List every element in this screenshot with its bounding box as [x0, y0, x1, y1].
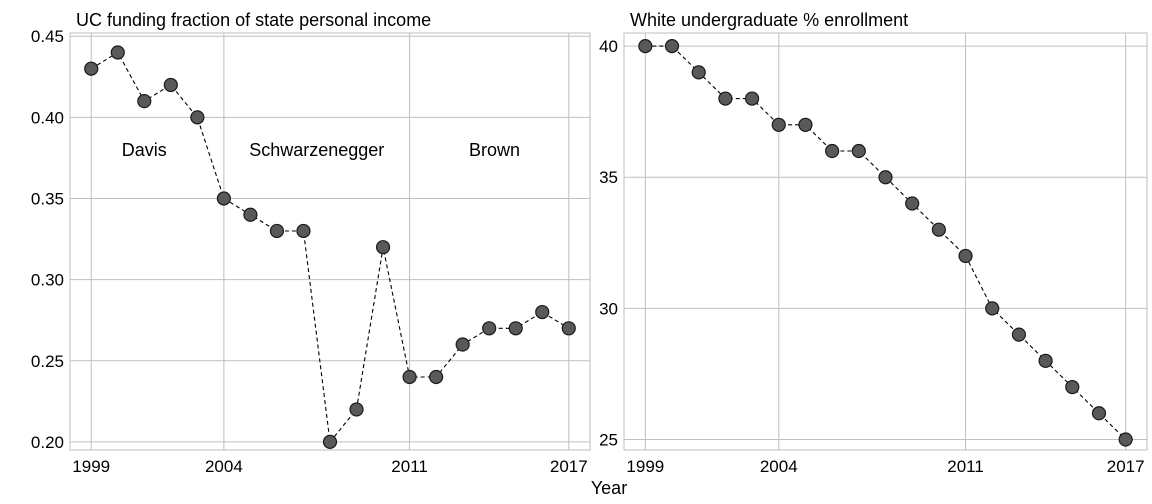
- x-tick-label: 2004: [205, 457, 243, 476]
- data-point: [691, 65, 706, 80]
- data-point: [269, 223, 285, 239]
- data-point: [243, 207, 258, 222]
- data-point: [718, 91, 733, 106]
- data-point: [1011, 327, 1027, 342]
- data-point: [958, 248, 973, 264]
- data-point: [375, 240, 391, 255]
- data-point: [744, 91, 760, 106]
- y-tick-label: 25: [599, 431, 618, 450]
- data-point: [664, 39, 680, 54]
- x-tick-label: 2017: [1107, 457, 1145, 476]
- data-point: [482, 321, 497, 336]
- annotation-label: Davis: [122, 140, 167, 160]
- data-point: [190, 110, 205, 125]
- data-point: [905, 196, 920, 211]
- y-tick-label: 40: [599, 37, 618, 56]
- data-point: [771, 117, 786, 132]
- x-axis-title: Year: [591, 478, 627, 498]
- series-line: [645, 45, 1127, 440]
- data-point: [985, 301, 1000, 316]
- panel-white-enrollment: White undergraduate % enrollment 25 30 35 40…: [599, 10, 1148, 476]
- y-tick-label: 0.40: [31, 108, 64, 127]
- y-tick-label: 0.25: [31, 352, 64, 371]
- data-point: [216, 191, 231, 206]
- plot-frame: [69, 32, 591, 451]
- data-point: [878, 170, 893, 185]
- data-point: [349, 402, 364, 417]
- data-point: [402, 369, 417, 385]
- panel-title: White undergraduate % enrollment: [630, 10, 908, 30]
- data-point: [1118, 432, 1133, 447]
- data-point: [110, 45, 125, 60]
- y-tick-label: 30: [599, 299, 618, 318]
- data-point: [561, 321, 576, 336]
- data-point: [851, 143, 866, 159]
- y-tick-label: 35: [599, 168, 618, 187]
- x-tick-label: 1999: [72, 457, 110, 476]
- data-point: [798, 117, 813, 132]
- data-point: [455, 337, 470, 352]
- series-line: [90, 51, 570, 444]
- y-tick-label: 0.30: [31, 271, 64, 290]
- data-point: [137, 94, 152, 109]
- y-tick-label: 0.35: [31, 190, 64, 209]
- data-point: [931, 222, 946, 237]
- panel-title: UC funding fraction of state personal in…: [76, 10, 431, 30]
- data-point: [163, 77, 178, 93]
- data-point: [1038, 353, 1053, 368]
- annotation-label: Brown: [469, 140, 520, 160]
- data-point: [1091, 406, 1107, 421]
- x-tick-label: 2004: [760, 457, 798, 476]
- data-point: [322, 434, 338, 449]
- data-point: [296, 223, 311, 239]
- data-point: [1065, 379, 1080, 395]
- annotation-label: Schwarzenegger: [249, 140, 384, 160]
- x-tick-label: 2011: [391, 457, 428, 476]
- data-point: [535, 304, 550, 320]
- x-tick-label: 2011: [947, 457, 984, 476]
- data-point: [429, 369, 444, 385]
- data-point: [825, 143, 840, 159]
- panel-uc-funding: UC funding fraction of state personal in…: [31, 10, 591, 476]
- data-point: [508, 321, 523, 336]
- data-point: [84, 61, 99, 76]
- x-tick-label: 2017: [550, 457, 588, 476]
- y-tick-label: 0.20: [31, 433, 64, 452]
- x-tick-label: 1999: [626, 457, 664, 476]
- y-tick-label: 0.45: [31, 27, 64, 46]
- plot-frame: [623, 32, 1148, 451]
- data-point: [638, 39, 653, 54]
